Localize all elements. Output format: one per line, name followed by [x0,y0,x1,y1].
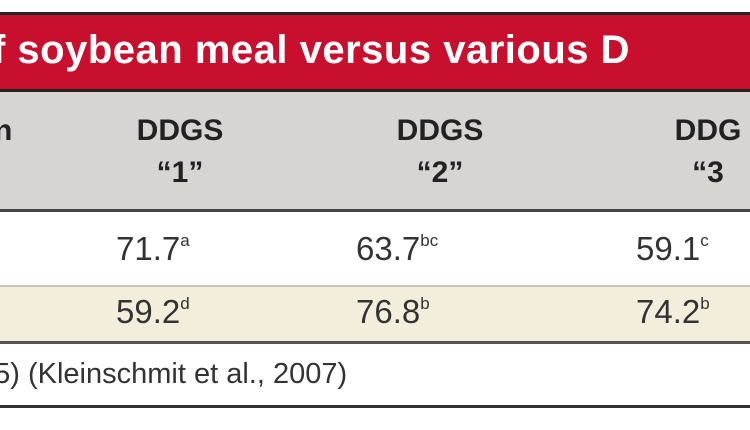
cell-value: 59.1 [636,230,701,267]
column-header-2-line1: DDGS [396,114,484,147]
table-row: 71.7a 63.7bc 59.1c [0,212,750,287]
cell-superscript: bc [420,231,439,250]
table-cell: 63.7bc [356,230,438,268]
table-cell: 59.1c [636,230,709,268]
cell-value: 76.8 [356,293,421,330]
column-header-ddgs-2: DDGS “2” [380,110,500,194]
cell-superscript: d [180,294,190,313]
table-cell: 59.2d [116,293,190,331]
cell-value: 71.7 [116,230,181,267]
cell-value: 74.2 [636,293,701,330]
table-header-row: n DDGS “1” DDGS “2” DDG “3 [0,92,750,212]
cell-value: 59.2 [116,293,181,330]
column-header-1-line1: DDGS [136,114,224,147]
cell-superscript: a [180,231,190,250]
table-cell: 71.7a [116,230,190,268]
column-header-1-line2: “1” [156,156,204,189]
column-header-2-line2: “2” [416,156,464,189]
table-cell: 76.8b [356,293,430,331]
column-header-ddgs-1: DDGS “1” [120,110,240,194]
table-footnote: 05) (Kleinschmit et al., 2007) [0,344,750,408]
cell-superscript: b [700,294,710,313]
table-cell: 74.2b [636,293,710,331]
table-title: f soybean meal versus various D [0,28,630,72]
table-row: 59.2d 76.8b 74.2b [0,287,750,344]
cell-superscript: b [420,294,430,313]
column-header-3-line1: DDG [674,114,742,147]
column-header-3-line2: “3 [692,156,724,189]
cell-superscript: c [700,231,709,250]
column-header-0-line1: n [0,114,13,147]
column-header-0: n [0,110,24,152]
cell-value: 63.7 [356,230,421,267]
column-header-ddgs-3: DDG “3 [648,110,750,194]
table-title-bar: f soybean meal versus various D [0,12,750,92]
citation-text: 05) (Kleinschmit et al., 2007) [0,358,348,390]
